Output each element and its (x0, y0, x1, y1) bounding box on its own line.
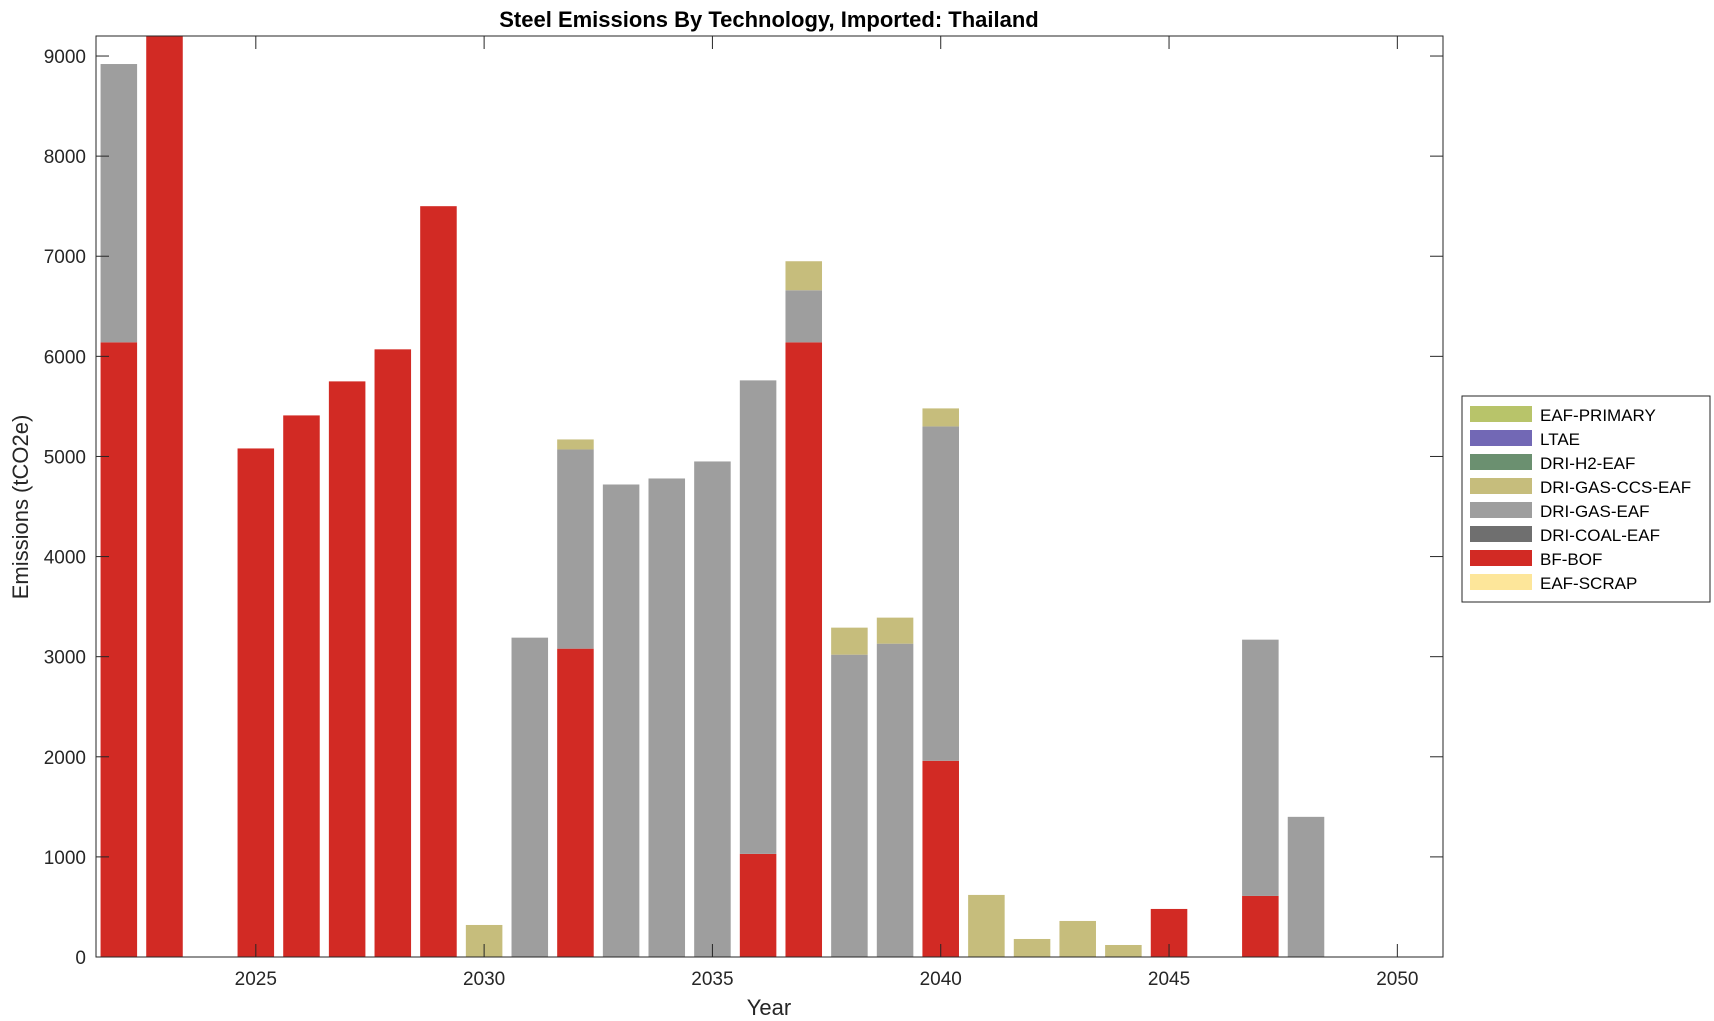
chart-title: Steel Emissions By Technology, Imported:… (499, 7, 1039, 32)
y-tick-label: 6000 (44, 347, 86, 368)
bars-group (100, 36, 1325, 957)
bar-dri-gas-ccs-eaf-2032 (557, 439, 594, 450)
y-tick-label: 0 (75, 948, 86, 969)
bar-bf-bof-2026 (283, 415, 320, 957)
axes-box (95, 35, 1444, 958)
legend-swatch-bf-bof (1470, 550, 1532, 566)
legend-swatch-eaf-scrap (1470, 574, 1532, 590)
bar-dri-gas-ccs-eaf-2039 (876, 617, 914, 644)
x-tick-label: 2035 (691, 969, 733, 990)
y-tick-label: 2000 (44, 748, 86, 769)
bar-bf-bof-2040 (922, 760, 959, 957)
legend-swatch-dri-gas-ccs-eaf (1470, 478, 1532, 494)
bar-bf-bof-2047 (1242, 895, 1279, 957)
bar-dri-gas-eaf-2037 (785, 290, 823, 343)
bar-dri-gas-eaf-2039 (876, 643, 914, 957)
bar-dri-gas-eaf-2031 (511, 637, 549, 957)
legend: EAF-PRIMARY LTAE DRI-H2-EAF DRI-GAS-CCS-EAF… (1461, 395, 1711, 603)
x-tick-label: 2030 (463, 969, 505, 990)
legend-label-dri-coal-eaf: DRI-COAL-EAF (1540, 526, 1660, 545)
bar-dri-gas-eaf-2034 (648, 478, 686, 957)
legend-swatch-ltae (1470, 430, 1532, 446)
bar-dri-gas-eaf-2035 (694, 461, 731, 957)
bar-bf-bof-2036 (739, 853, 777, 957)
bar-dri-gas-ccs-eaf-2040 (922, 408, 959, 427)
y-tick-label: 4000 (44, 548, 86, 569)
y-tick-label: 1000 (44, 848, 86, 869)
legend-label-eaf-primary: EAF-PRIMARY (1540, 406, 1656, 425)
bar-dri-gas-ccs-eaf-2037 (785, 261, 823, 291)
bar-bf-bof-2023 (146, 36, 183, 957)
bar-bf-bof-2027 (328, 381, 366, 957)
bar-bf-bof-2032 (557, 648, 594, 957)
legend-swatch-dri-h2-eaf (1470, 454, 1532, 470)
legend-swatch-dri-gas-eaf (1470, 502, 1532, 518)
legend-label-ltae: LTAE (1540, 430, 1580, 449)
bar-dri-gas-ccs-eaf-2038 (831, 627, 868, 655)
legend-swatch-eaf-primary (1470, 406, 1532, 422)
bar-dri-gas-ccs-eaf-2041 (968, 894, 1005, 957)
legend-label-dri-gas-eaf: DRI-GAS-EAF (1540, 502, 1650, 521)
bar-dri-gas-ccs-eaf-2042 (1013, 938, 1051, 957)
y-tick-label: 7000 (44, 247, 86, 268)
y-tick-label: 9000 (44, 47, 86, 68)
bar-dri-gas-eaf-2038 (831, 654, 868, 957)
y-tick-label: 3000 (44, 648, 86, 669)
y-axis-label: Emissions (tCO2e) (8, 415, 33, 600)
x-tick-label: 2025 (235, 969, 277, 990)
bar-dri-gas-eaf-2022 (100, 64, 138, 343)
x-tick-label: 2045 (1148, 969, 1190, 990)
bar-bf-bof-2022 (100, 342, 138, 957)
x-tick-label: 2050 (1376, 969, 1418, 990)
bar-dri-gas-eaf-2032 (557, 449, 594, 649)
legend-label-eaf-scrap: EAF-SCRAP (1540, 574, 1637, 593)
bar-bf-bof-2037 (785, 342, 823, 957)
legend-label-dri-h2-eaf: DRI-H2-EAF (1540, 454, 1635, 473)
legend-label-bf-bof: BF-BOF (1540, 550, 1602, 569)
axes-group: 0 1000 2000 3000 4000 5000 6000 7000 8000 9000 202… (44, 35, 1444, 990)
bar-bf-bof-2029 (420, 206, 457, 957)
y-tick-label: 8000 (44, 147, 86, 168)
legend-label-dri-gas-ccs-eaf: DRI-GAS-CCS-EAF (1540, 478, 1691, 497)
bar-dri-gas-ccs-eaf-2044 (1105, 944, 1142, 957)
bar-dri-gas-eaf-2033 (602, 484, 640, 957)
bar-bf-bof-2028 (374, 349, 412, 957)
bar-dri-gas-ccs-eaf-2043 (1059, 920, 1096, 957)
bar-dri-gas-eaf-2036 (739, 380, 777, 854)
legend-box (1461, 395, 1711, 603)
bar-dri-gas-eaf-2048 (1287, 816, 1325, 957)
x-axis-label: Year (747, 995, 791, 1020)
bar-dri-gas-eaf-2040 (922, 426, 959, 761)
y-tick-label: 5000 (44, 447, 86, 468)
legend-swatch-dri-coal-eaf (1470, 526, 1532, 542)
x-tick-label: 2040 (920, 969, 962, 990)
bar-dri-gas-eaf-2047 (1242, 639, 1279, 896)
bar-bf-bof-2025 (237, 448, 275, 957)
